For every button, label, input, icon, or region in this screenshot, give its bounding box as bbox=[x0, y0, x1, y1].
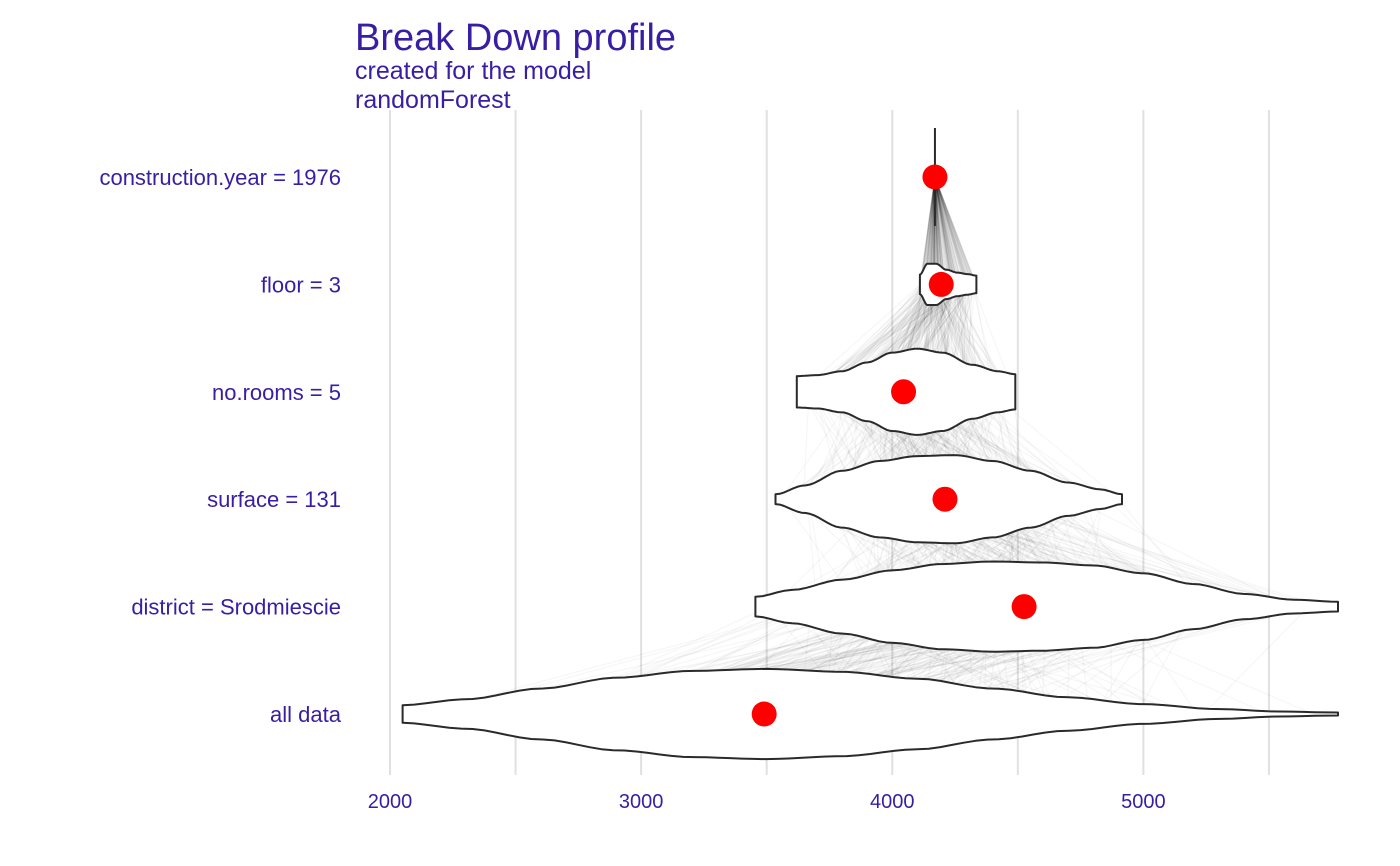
violin bbox=[401, 667, 1339, 761]
y-axis-label: district = Srodmiescie bbox=[131, 595, 341, 620]
grid-lines bbox=[389, 110, 1270, 775]
mean-points bbox=[751, 164, 1037, 727]
violin bbox=[754, 560, 1339, 653]
mean-point bbox=[891, 379, 917, 405]
y-axis-label: floor = 3 bbox=[261, 272, 341, 297]
y-axis-label: construction.year = 1976 bbox=[99, 165, 341, 190]
chart-subtitle-line-2: randomForest bbox=[355, 86, 511, 114]
mean-point bbox=[751, 701, 777, 727]
y-axis-label: all data bbox=[270, 702, 342, 727]
mean-point bbox=[922, 164, 948, 190]
x-tick-label: 3000 bbox=[619, 791, 664, 813]
y-axis-label: no.rooms = 5 bbox=[212, 380, 341, 405]
mean-point bbox=[1011, 594, 1037, 620]
y-axis-label: surface = 131 bbox=[207, 487, 341, 512]
violins bbox=[401, 128, 1339, 761]
chart-title: Break Down profile bbox=[355, 17, 676, 59]
mean-point bbox=[928, 271, 954, 297]
mean-point bbox=[932, 486, 958, 512]
x-axis-ticks: 2000 3000 4000 5000 bbox=[368, 791, 1166, 813]
chart-subtitle-line-1: created for the model bbox=[355, 57, 591, 85]
x-tick-label: 5000 bbox=[1121, 791, 1166, 813]
x-tick-label: 4000 bbox=[870, 791, 915, 813]
y-axis-labels: construction.year = 1976 floor = 3 no.room… bbox=[99, 165, 341, 727]
x-tick-label: 2000 bbox=[368, 791, 413, 813]
